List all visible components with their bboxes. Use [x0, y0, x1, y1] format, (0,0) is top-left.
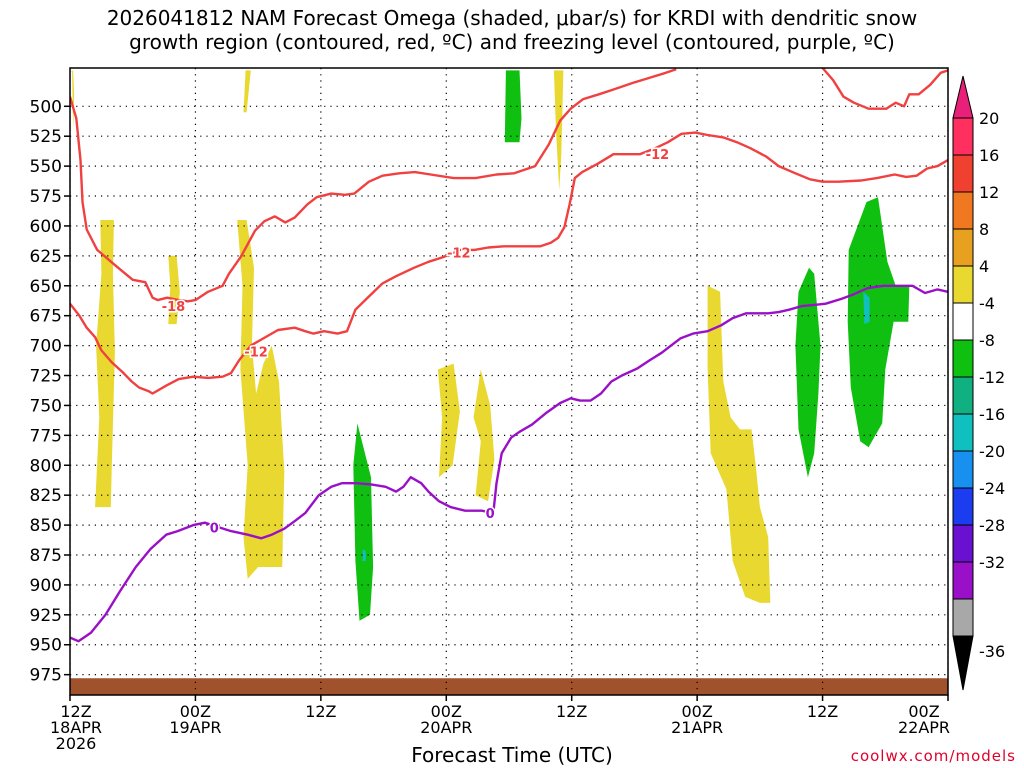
colorbar-segment — [952, 228, 974, 267]
y-tick-label: 675 — [30, 307, 62, 327]
y-tick-label: 850 — [30, 516, 62, 536]
colorbar-segment — [952, 524, 974, 563]
y-tick-label: 975 — [30, 666, 62, 686]
y-tick-label: 650 — [30, 277, 62, 297]
colorbar-segment — [952, 154, 974, 193]
colorbar-segment — [952, 450, 974, 489]
omega-shaded-region — [353, 423, 374, 621]
y-tick-label: 900 — [30, 576, 62, 596]
y-tick-label: 825 — [30, 486, 62, 506]
colorbar-segment — [952, 339, 974, 378]
omega-shaded-region — [553, 70, 564, 190]
y-tick-label: 550 — [30, 157, 62, 177]
x-tick-label: 00Z — [681, 702, 712, 721]
title-line-1: 2026041812 NAM Forecast Omega (shaded, μ… — [106, 6, 918, 30]
omega-shaded-region — [473, 369, 495, 502]
x-tick-label: 00Z — [908, 702, 939, 721]
colorbar-segment — [952, 487, 974, 526]
colorbar-segment — [952, 413, 974, 452]
colorbar-segment — [952, 561, 974, 600]
y-tick-label: 600 — [30, 217, 62, 237]
omega-shaded-region — [504, 70, 522, 143]
y-tick-label: 925 — [30, 606, 62, 626]
x-tick-label: 19APR — [169, 718, 221, 737]
contour-label: 0 — [210, 521, 219, 536]
colorbar-bottom-arrow — [952, 635, 974, 691]
colorbar-label: -36 — [979, 642, 1005, 661]
contour-label: -12 — [646, 148, 670, 163]
contour-line — [70, 284, 948, 643]
x-tick-label: 22APR — [898, 718, 950, 737]
colorbar-label: -12 — [979, 368, 1005, 387]
y-tick-label: 875 — [30, 546, 62, 566]
contour-line — [821, 68, 948, 110]
y-tick-label: 500 — [30, 97, 62, 117]
y-tick-label: 950 — [30, 636, 62, 656]
x-axis-label: Forecast Time (UTC) — [411, 743, 613, 767]
colorbar-label: 12 — [979, 183, 999, 202]
colorbar-label: 20 — [979, 109, 999, 128]
omega-shaded-region — [795, 267, 821, 478]
colorbar-label: 8 — [979, 220, 989, 239]
x-tick-label: 20APR — [420, 718, 472, 737]
contour-label: -12 — [244, 346, 268, 361]
x-tick-label: 00Z — [431, 702, 462, 721]
omega-shaded-region — [847, 197, 910, 448]
x-tick-label: 00Z — [180, 702, 211, 721]
x-tick-label: 2026 — [56, 734, 97, 753]
y-tick-label: 725 — [30, 367, 62, 387]
chart-title: 2026041812 NAM Forecast Omega (shaded, μ… — [0, 6, 1024, 54]
omega-shaded-region — [863, 291, 870, 325]
x-tick-label: 21APR — [671, 718, 723, 737]
colorbar-label: -4 — [979, 294, 995, 313]
colorbar-label: -8 — [979, 331, 995, 350]
contour-label: -12 — [447, 246, 471, 261]
colorbar-label: 16 — [979, 146, 999, 165]
contour-label: -18 — [162, 300, 186, 315]
omega-shaded-region — [707, 285, 771, 603]
y-tick-label: 525 — [30, 127, 62, 147]
ground-surface — [70, 678, 948, 695]
contour-line — [70, 68, 677, 303]
x-tick-label: 18APR — [50, 718, 102, 737]
y-tick-label: 700 — [30, 337, 62, 357]
colorbar-segment — [952, 117, 974, 156]
contour-line — [70, 131, 948, 395]
colorbar-label: -20 — [979, 442, 1005, 461]
colorbar-segment — [952, 376, 974, 415]
colorbar-label: -16 — [979, 405, 1005, 424]
omega-shaded-region — [437, 363, 460, 478]
omega-shaded-region — [243, 70, 251, 113]
colorbar-segment — [952, 302, 974, 341]
x-tick-label: 12Z — [60, 702, 91, 721]
y-tick-label: 750 — [30, 396, 62, 416]
plot-frame — [69, 67, 949, 696]
colorbar-segment — [952, 598, 974, 637]
credit-text: coolwx.com/models — [850, 747, 1016, 765]
colorbar-label: -32 — [979, 553, 1005, 572]
colorbar-label: -28 — [979, 516, 1005, 535]
omega-shaded-region — [168, 255, 180, 325]
omega-shaded-region — [70, 70, 75, 131]
omega-shaded-region — [237, 220, 285, 579]
omega-shaded-region — [95, 220, 115, 508]
contour-label: 0 — [486, 507, 495, 522]
colorbar-top-arrow — [952, 75, 974, 119]
y-tick-label: 625 — [30, 247, 62, 267]
title-line-2: growth region (contoured, red, ºC) and f… — [129, 30, 895, 54]
colorbar-label: 4 — [979, 257, 989, 276]
x-tick-label: 12Z — [556, 702, 587, 721]
colorbar-label: -24 — [979, 479, 1005, 498]
y-tick-label: 775 — [30, 426, 62, 446]
x-tick-label: 12Z — [305, 702, 336, 721]
omega-shaded-region — [362, 549, 366, 561]
colorbar-segment — [952, 191, 974, 230]
y-tick-label: 800 — [30, 456, 62, 476]
y-tick-label: 575 — [30, 187, 62, 207]
x-tick-label: 12Z — [807, 702, 838, 721]
colorbar-segment — [952, 265, 974, 304]
